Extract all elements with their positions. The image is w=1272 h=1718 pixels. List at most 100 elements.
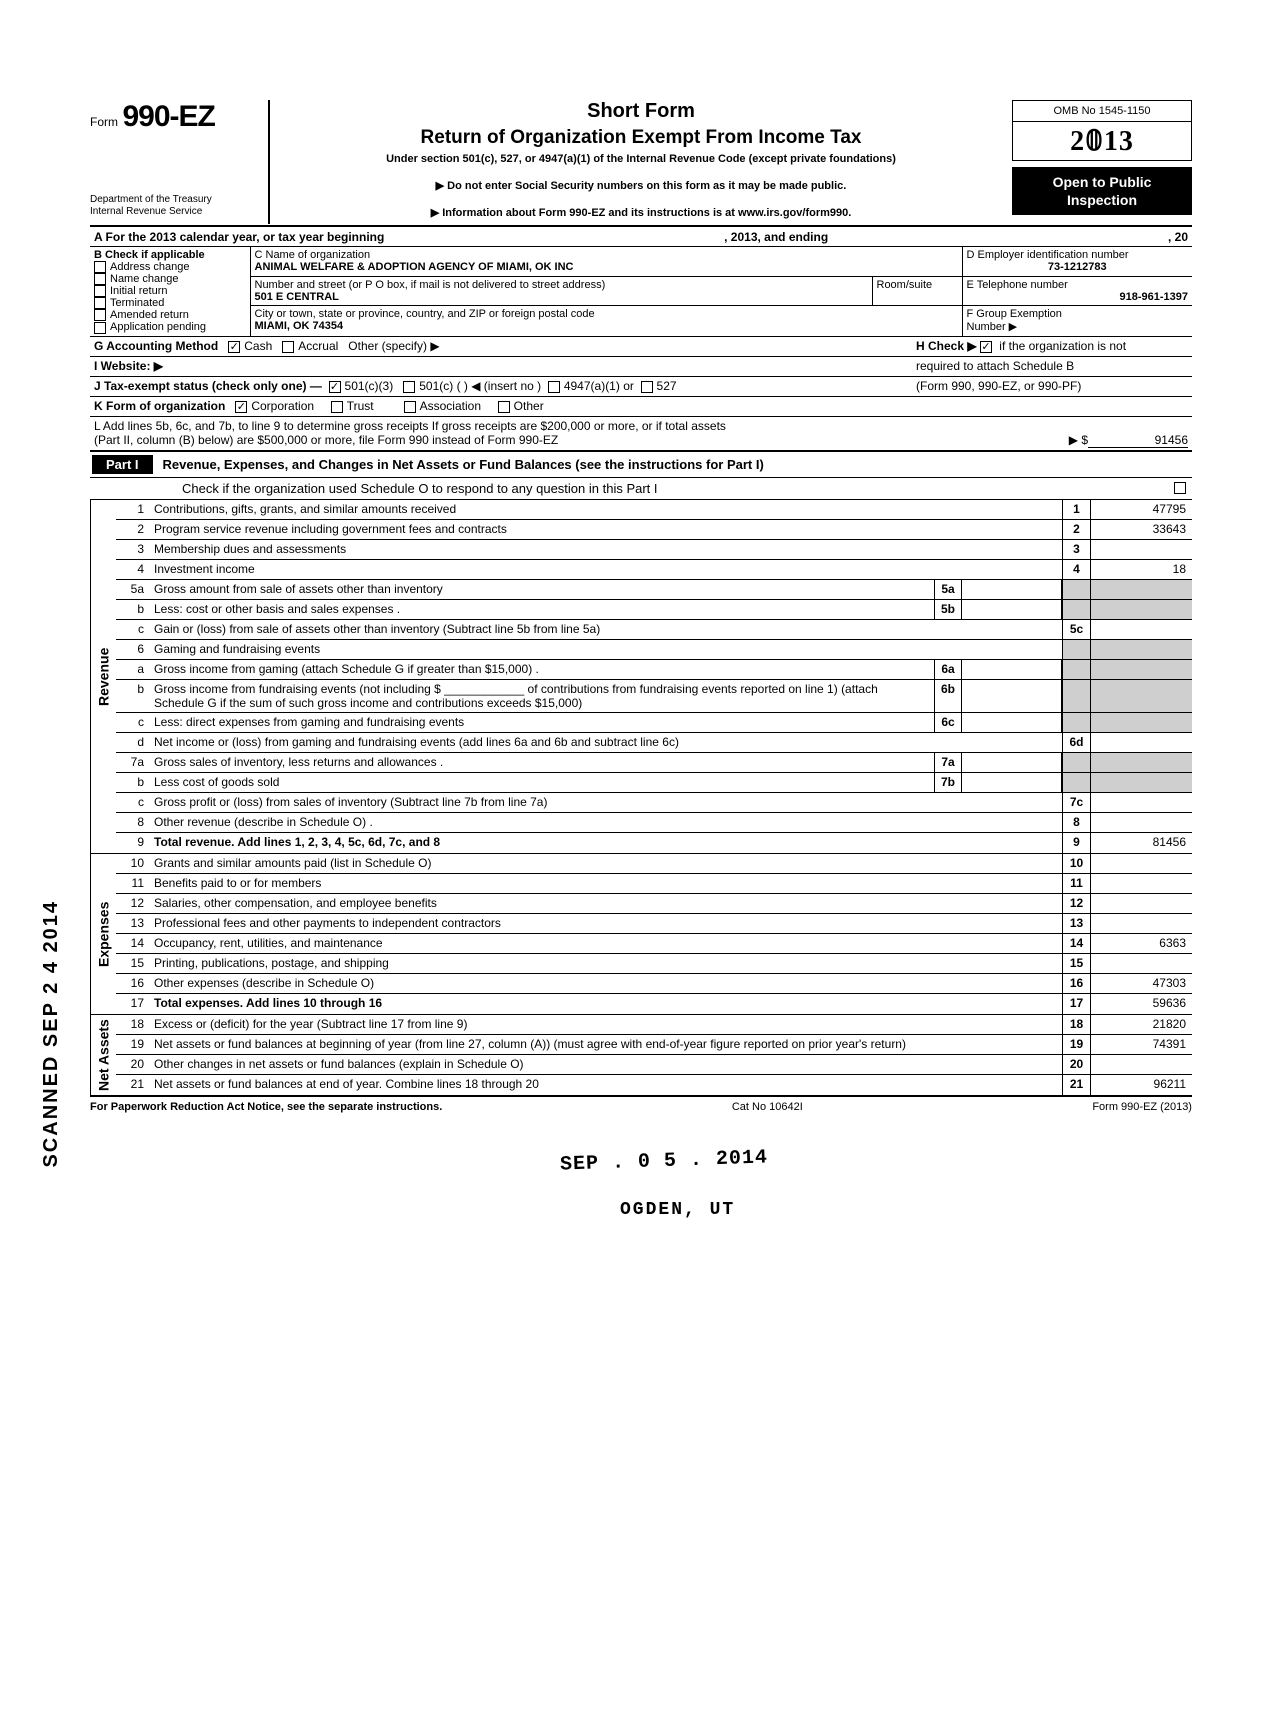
checkbox-schedule-b[interactable] xyxy=(980,341,992,353)
ln3-desc: Membership dues and assessments xyxy=(150,540,1062,559)
checkbox-501c[interactable] xyxy=(403,381,415,393)
ln4-val: 18 xyxy=(1090,560,1192,579)
ln6a-shadeval xyxy=(1090,660,1192,679)
ln5b-no: b xyxy=(116,600,150,619)
omb-number: OMB No 1545-1150 xyxy=(1012,100,1192,121)
ln5b-shadeval xyxy=(1090,600,1192,619)
ln5b-subval xyxy=(962,600,1062,619)
footer-mid: Cat No 10642I xyxy=(732,1101,803,1113)
netassets-group: Net Assets 18Excess or (deficit) for the… xyxy=(90,1015,1192,1097)
ln16-val: 47303 xyxy=(1090,974,1192,993)
city-label: City or town, state or province, country… xyxy=(255,308,958,320)
l-txt2: (Part II, column (B) below) are $500,000… xyxy=(94,433,1069,448)
ln6b-sub: 6b xyxy=(934,680,962,712)
ln20-no: 20 xyxy=(116,1055,150,1074)
ln10-desc: Grants and similar amounts paid (list in… xyxy=(150,854,1062,873)
row-a-mid: , 2013, and ending xyxy=(724,230,828,244)
checkbox-cash[interactable] xyxy=(228,341,240,353)
ln7b-subval xyxy=(962,773,1062,792)
dept-line1: Department of the Treasury xyxy=(90,194,260,206)
b-app: Application pending xyxy=(110,321,206,333)
b-amend: Amended return xyxy=(110,309,189,321)
ln6a-sub: 6a xyxy=(934,660,962,679)
checkbox-terminated[interactable] xyxy=(94,297,106,309)
checkbox-corp[interactable] xyxy=(235,401,247,413)
ln1-desc: Contributions, gifts, grants, and simila… xyxy=(150,500,1062,519)
ein-value: 73-1212783 xyxy=(967,261,1189,273)
ln7a-subval xyxy=(962,753,1062,772)
checkbox-assoc[interactable] xyxy=(404,401,416,413)
k-other: Other xyxy=(514,399,544,413)
checkbox-schedule-o[interactable] xyxy=(1174,482,1186,494)
d-label: D Employer identification number xyxy=(967,249,1189,261)
ln7a-shadeval xyxy=(1090,753,1192,772)
ln11-desc: Benefits paid to or for members xyxy=(150,874,1062,893)
ln7b-no: b xyxy=(116,773,150,792)
ln7c-desc: Gross profit or (loss) from sales of inv… xyxy=(150,793,1062,812)
ln4-desc: Investment income xyxy=(150,560,1062,579)
checkbox-trust[interactable] xyxy=(331,401,343,413)
ln6-no: 6 xyxy=(116,640,150,659)
checkbox-527[interactable] xyxy=(641,381,653,393)
addr-label: Number and street (or P O box, if mail i… xyxy=(255,279,868,291)
return-title: Return of Organization Exempt From Incom… xyxy=(278,127,1004,149)
ln7b-shade xyxy=(1062,773,1090,792)
ln5c-num: 5c xyxy=(1062,620,1090,639)
part-i-sub: Check if the organization used Schedule … xyxy=(90,478,1192,500)
ln6d-num: 6d xyxy=(1062,733,1090,752)
revenue-label: Revenue xyxy=(90,500,116,853)
checkbox-other-org[interactable] xyxy=(498,401,510,413)
h-txt2: required to attach Schedule B xyxy=(916,359,1074,373)
ln5a-shadeval xyxy=(1090,580,1192,599)
ln16-desc: Other expenses (describe in Schedule O) xyxy=(150,974,1062,993)
g-cash: Cash xyxy=(244,339,272,353)
ln5c-val xyxy=(1090,620,1192,639)
ln1-val: 47795 xyxy=(1090,500,1192,519)
short-form-label: Short Form xyxy=(278,100,1004,123)
ln6b-no: b xyxy=(116,680,150,712)
ln10-val xyxy=(1090,854,1192,873)
b-term: Terminated xyxy=(110,297,164,309)
ln17-desc: Total expenses. Add lines 10 through 16 xyxy=(150,994,1062,1014)
checkbox-initial-return[interactable] xyxy=(94,285,106,297)
row-i: I Website: ▶ required to attach Schedule… xyxy=(90,357,1192,377)
row-a-end: , 20 xyxy=(1168,230,1188,244)
ln6a-subval xyxy=(962,660,1062,679)
h-txt3: (Form 990, 990-EZ, or 990-PF) xyxy=(916,379,1081,393)
ln5a-no: 5a xyxy=(116,580,150,599)
row-l: L Add lines 5b, 6c, and 7b, to line 9 to… xyxy=(90,417,1192,452)
footer-right: Form 990-EZ (2013) xyxy=(1092,1101,1192,1113)
checkbox-501c3[interactable] xyxy=(329,381,341,393)
org-details-table: B Check if applicable Address change Nam… xyxy=(90,247,1192,337)
ln11-no: 11 xyxy=(116,874,150,893)
ln6b-desc: Gross income from fundraising events (no… xyxy=(150,680,934,712)
ln6c-sub: 6c xyxy=(934,713,962,732)
ln18-desc: Excess or (deficit) for the year (Subtra… xyxy=(150,1015,1062,1034)
l-txt1: L Add lines 5b, 6c, and 7b, to line 9 to… xyxy=(94,419,1188,433)
ln16-no: 16 xyxy=(116,974,150,993)
ln14-no: 14 xyxy=(116,934,150,953)
ln15-desc: Printing, publications, postage, and shi… xyxy=(150,954,1062,973)
checkbox-address-change[interactable] xyxy=(94,261,106,273)
form-header: Form 990-EZ Department of the Treasury I… xyxy=(90,100,1192,227)
checkbox-name-change[interactable] xyxy=(94,273,106,285)
k-trust: Trust xyxy=(347,399,374,413)
i-label: I Website: ▶ xyxy=(94,359,163,373)
revenue-group: Revenue 1Contributions, gifts, grants, a… xyxy=(90,500,1192,854)
part-i-subtext: Check if the organization used Schedule … xyxy=(182,481,658,496)
subtitle-info: ▶ Information about Form 990-EZ and its … xyxy=(278,206,1004,219)
checkbox-app-pending[interactable] xyxy=(94,322,106,334)
ln6d-desc: Net income or (loss) from gaming and fun… xyxy=(150,733,1062,752)
l-value: 91456 xyxy=(1088,433,1188,448)
ln21-desc: Net assets or fund balances at end of ye… xyxy=(150,1075,1062,1095)
checkbox-4947[interactable] xyxy=(548,381,560,393)
ln3-no: 3 xyxy=(116,540,150,559)
row-g-h: G Accounting Method Cash Accrual Other (… xyxy=(90,337,1192,357)
ln4-no: 4 xyxy=(116,560,150,579)
ln14-desc: Occupancy, rent, utilities, and maintena… xyxy=(150,934,1062,953)
ln7b-desc: Less cost of goods sold xyxy=(150,773,934,792)
dept-line2: Internal Revenue Service xyxy=(90,206,260,218)
checkbox-amended[interactable] xyxy=(94,309,106,321)
open-line2: Inspection xyxy=(1016,191,1188,209)
checkbox-accrual[interactable] xyxy=(282,341,294,353)
